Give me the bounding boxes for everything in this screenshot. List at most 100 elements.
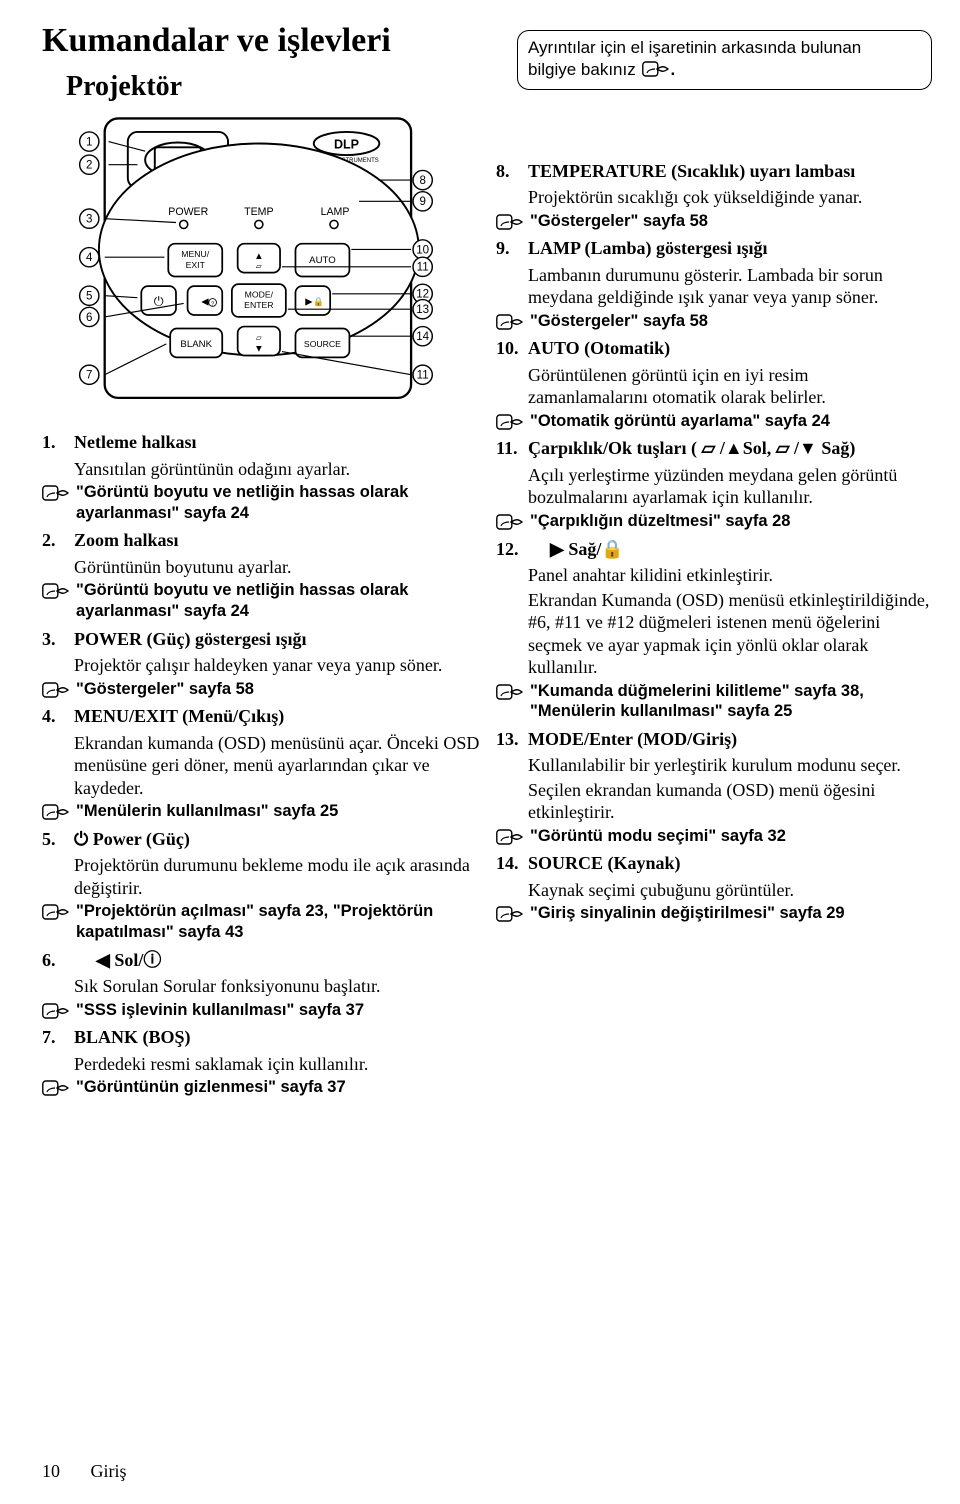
svg-text:▲: ▲ bbox=[254, 251, 264, 262]
svg-text:14: 14 bbox=[416, 331, 429, 343]
right-column: 8.TEMPERATURE (Sıcaklık) uyarı lambası Pr… bbox=[496, 112, 932, 1104]
item-title: TEMPERATURE (Sıcaklık) uyarı lambası bbox=[528, 160, 932, 183]
hand-icon bbox=[496, 683, 524, 701]
item-description: Açılı yerleştirme yüzünden meydana gelen… bbox=[528, 464, 932, 509]
item-title: MODE/Enter (MOD/Giriş) bbox=[528, 728, 932, 751]
cross-reference: "Projektörün açılması" sayfa 23, "Projek… bbox=[42, 901, 482, 942]
svg-text:MODE/: MODE/ bbox=[245, 289, 274, 299]
svg-text:1: 1 bbox=[86, 136, 92, 148]
svg-text:3: 3 bbox=[86, 213, 92, 225]
item-description: Seçilen ekrandan kumanda (OSD) menü öğes… bbox=[528, 779, 932, 824]
reference-text: "Projektörün açılması" sayfa 23, "Projek… bbox=[76, 901, 482, 942]
hand-icon bbox=[496, 213, 524, 231]
item-number: 2. bbox=[42, 529, 74, 554]
cross-reference: "Çarpıklığın düzeltmesi" sayfa 28 bbox=[496, 511, 932, 532]
reference-text: "Görüntü boyutu ve netliğin hassas olara… bbox=[76, 580, 482, 621]
svg-text:11: 11 bbox=[417, 369, 429, 381]
item-title: BLANK (BOŞ) bbox=[74, 1026, 482, 1049]
cross-reference: "Göstergeler" sayfa 58 bbox=[496, 311, 932, 332]
cross-reference: "Kumanda düğmelerini kilitleme" sayfa 38… bbox=[496, 681, 932, 722]
reference-text: "SSS işlevinin kullanılması" sayfa 37 bbox=[76, 1000, 364, 1021]
item-title: ▶ Sağ/🔒 bbox=[528, 538, 932, 561]
hand-icon bbox=[42, 1079, 70, 1097]
hand-icon bbox=[42, 1002, 70, 1020]
item-number: 7. bbox=[42, 1026, 74, 1051]
control-panel-diagram: DLP TEXAS INSTRUMENTS POWER TEMP LAMP ME… bbox=[70, 112, 440, 418]
svg-text:▼: ▼ bbox=[254, 343, 264, 354]
top-note-line1: Ayrıntılar için el işaretinin arkasında … bbox=[528, 38, 861, 57]
hand-icon bbox=[496, 905, 524, 923]
svg-text:AUTO: AUTO bbox=[309, 254, 336, 265]
item-title: MENU/EXIT (Menü/Çıkış) bbox=[74, 705, 482, 728]
reference-text: "Görüntü modu seçimi" sayfa 32 bbox=[530, 826, 786, 847]
item-number: 9. bbox=[496, 237, 528, 262]
reference-text: "Göstergeler" sayfa 58 bbox=[530, 311, 708, 332]
svg-text:5: 5 bbox=[86, 290, 92, 302]
reference-text: "Kumanda düğmelerini kilitleme" sayfa 38… bbox=[530, 681, 932, 722]
page-number: 10 bbox=[42, 1460, 86, 1483]
hand-icon bbox=[496, 313, 524, 331]
footer-section: Giriş bbox=[91, 1461, 127, 1481]
svg-text:12: 12 bbox=[416, 288, 429, 300]
item-title: AUTO (Otomatik) bbox=[528, 337, 932, 360]
svg-text:11: 11 bbox=[417, 261, 429, 273]
item-number: 10. bbox=[496, 337, 528, 362]
svg-text:🔒: 🔒 bbox=[313, 296, 324, 306]
svg-text:BLANK: BLANK bbox=[180, 338, 212, 349]
item-number: 5. bbox=[42, 828, 74, 853]
hand-icon bbox=[42, 903, 70, 921]
reference-text: "Otomatik görüntü ayarlama" sayfa 24 bbox=[530, 411, 830, 432]
hand-icon bbox=[642, 60, 670, 78]
item-description: Lambanın durumunu gösterir. Lambada bir … bbox=[528, 264, 932, 309]
item-description: Ekrandan kumanda (OSD) menüsünü açar. Ön… bbox=[74, 732, 482, 800]
item-description: Görüntünün boyutunu ayarlar. bbox=[74, 556, 482, 579]
svg-text:9: 9 bbox=[419, 196, 425, 208]
page-footer: 10 Giriş bbox=[42, 1460, 127, 1483]
svg-text:TEMP: TEMP bbox=[244, 205, 273, 217]
item-title: Zoom halkası bbox=[74, 529, 482, 552]
svg-text:4: 4 bbox=[86, 252, 93, 264]
item-number: 8. bbox=[496, 160, 528, 185]
item-title: SOURCE (Kaynak) bbox=[528, 852, 932, 875]
item-number: 1. bbox=[42, 431, 74, 456]
hand-icon bbox=[496, 828, 524, 846]
svg-text:13: 13 bbox=[416, 304, 429, 316]
hand-icon bbox=[496, 513, 524, 531]
svg-text:POWER: POWER bbox=[168, 205, 208, 217]
left-column: DLP TEXAS INSTRUMENTS POWER TEMP LAMP ME… bbox=[42, 112, 482, 1104]
item-number: 3. bbox=[42, 628, 74, 653]
item-description: Projektörün durumunu bekleme modu ile aç… bbox=[74, 854, 482, 899]
item-description: Ekrandan Kumanda (OSD) menüsü etkinleşti… bbox=[528, 589, 932, 679]
item-number: 13. bbox=[496, 728, 528, 753]
cross-reference: "Görüntünün gizlenmesi" sayfa 37 bbox=[42, 1077, 482, 1098]
cross-reference: "Göstergeler" sayfa 58 bbox=[42, 679, 482, 700]
item-title: LAMP (Lamba) göstergesi ışığı bbox=[528, 237, 932, 260]
svg-text:LAMP: LAMP bbox=[321, 205, 350, 217]
cross-reference: "Görüntü boyutu ve netliğin hassas olara… bbox=[42, 580, 482, 621]
item-description: Panel anahtar kilidini etkinleştirir. bbox=[528, 564, 932, 587]
reference-text: "Görüntünün gizlenmesi" sayfa 37 bbox=[76, 1077, 346, 1098]
reference-text: "Görüntü boyutu ve netliğin hassas olara… bbox=[76, 482, 482, 523]
item-description: Projektörün sıcaklığı çok yükseldiğinde … bbox=[528, 186, 932, 209]
item-description: Projektör çalışır haldeyken yanar veya y… bbox=[74, 654, 482, 677]
item-number: 6. bbox=[42, 949, 74, 974]
item-title: POWER (Güç) göstergesi ışığı bbox=[74, 628, 482, 651]
item-number: 4. bbox=[42, 705, 74, 730]
cross-reference: "Görüntü boyutu ve netliğin hassas olara… bbox=[42, 482, 482, 523]
hand-icon bbox=[42, 681, 70, 699]
svg-text:SOURCE: SOURCE bbox=[304, 338, 341, 348]
item-number: 12. bbox=[496, 538, 528, 563]
hand-icon bbox=[42, 582, 70, 600]
svg-text:⏻: ⏻ bbox=[154, 294, 164, 308]
cross-reference: "Otomatik görüntü ayarlama" sayfa 24 bbox=[496, 411, 932, 432]
reference-text: "Menülerin kullanılması" sayfa 25 bbox=[76, 801, 338, 822]
svg-text:◀: ◀ bbox=[201, 296, 209, 307]
hand-icon bbox=[42, 484, 70, 502]
top-note-line2: bilgiye bakınız bbox=[528, 60, 636, 79]
svg-text:7: 7 bbox=[86, 369, 92, 381]
svg-text:▶: ▶ bbox=[305, 296, 313, 307]
diagram-svg: DLP TEXAS INSTRUMENTS POWER TEMP LAMP ME… bbox=[70, 112, 440, 412]
item-description: Sık Sorulan Sorular fonksiyonunu başlatı… bbox=[74, 975, 482, 998]
item-title: Netleme halkası bbox=[74, 431, 482, 454]
cross-reference: "Menülerin kullanılması" sayfa 25 bbox=[42, 801, 482, 822]
